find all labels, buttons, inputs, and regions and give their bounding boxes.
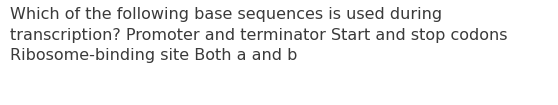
- Text: Which of the following base sequences is used during
transcription? Promoter and: Which of the following base sequences is…: [10, 7, 508, 63]
